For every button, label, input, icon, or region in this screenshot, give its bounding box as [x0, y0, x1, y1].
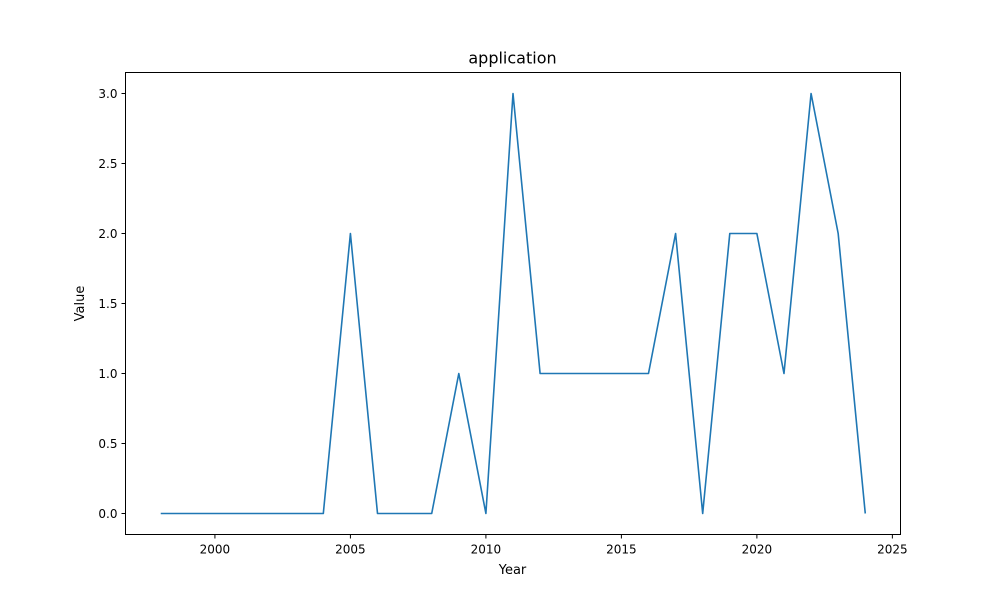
x-axis-label: Year — [498, 563, 527, 578]
y-tick-label: 0.5 — [98, 437, 117, 451]
x-tick-label: 2010 — [471, 543, 502, 557]
y-tick-label: 1.5 — [98, 297, 117, 311]
plot-area-frame — [125, 72, 901, 535]
y-tick-label: 0.0 — [98, 507, 117, 521]
series-line — [160, 92, 867, 515]
y-tick-label: 2.0 — [98, 227, 117, 241]
series-layer — [160, 92, 867, 515]
x-tick-label: 2020 — [742, 543, 773, 557]
chart-title: application — [468, 49, 556, 68]
y-tick-label: 2.5 — [98, 157, 117, 171]
y-tick-label: 1.0 — [98, 367, 117, 381]
x-tick-label: 2005 — [335, 543, 366, 557]
x-tick-label: 2015 — [606, 543, 637, 557]
x-tick-label: 2000 — [200, 543, 231, 557]
y-axis-label: Value — [73, 286, 88, 322]
y-axis: 0.0 0.5 1.0 1.5 2.0 2.5 3.0 — [98, 87, 126, 521]
x-axis: 2000 2005 2010 2015 2020 2025 — [200, 534, 908, 557]
x-tick-label: 2025 — [877, 543, 908, 557]
y-tick-label: 3.0 — [98, 87, 117, 101]
